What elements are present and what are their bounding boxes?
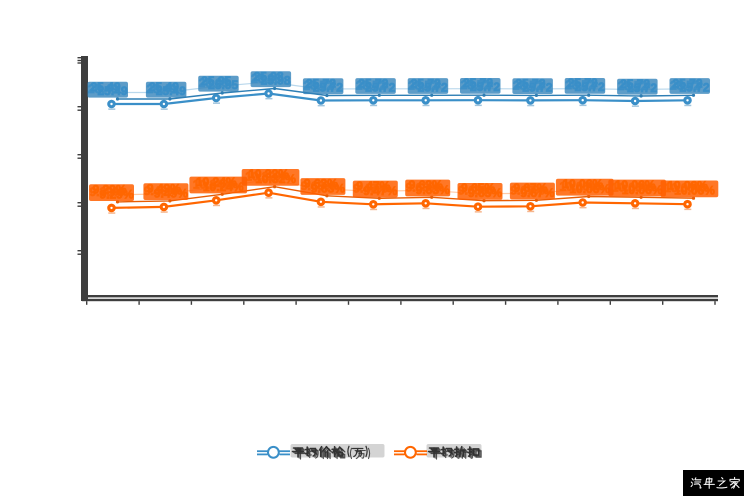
svg-text:9.63%: 9.63% xyxy=(311,181,345,195)
svg-text:9.29%: 9.29% xyxy=(89,185,123,199)
svg-text:10.24%: 10.24% xyxy=(193,177,234,191)
svg-text:25.98: 25.98 xyxy=(254,70,284,84)
svg-text:25.49: 25.49 xyxy=(146,82,176,96)
svg-text:9.65%: 9.65% xyxy=(458,184,492,198)
svg-text:25.98: 25.98 xyxy=(261,74,291,88)
svg-text:10.06%: 10.06% xyxy=(667,179,708,193)
svg-text:25.72: 25.72 xyxy=(418,80,448,94)
svg-text:10.06%: 10.06% xyxy=(562,177,603,191)
svg-text:25.72: 25.72 xyxy=(627,81,657,95)
svg-text:9.67%: 9.67% xyxy=(510,183,544,197)
svg-text:25.72: 25.72 xyxy=(620,77,650,91)
svg-text:10.32%: 10.32% xyxy=(245,170,286,184)
svg-text:10.06%: 10.06% xyxy=(569,182,610,196)
svg-text:25.95: 25.95 xyxy=(199,76,229,90)
svg-text:25.72: 25.72 xyxy=(670,78,700,92)
svg-text:9.67%: 9.67% xyxy=(520,186,554,200)
svg-text:9.29%: 9.29% xyxy=(99,187,133,201)
svg-text:10.06%: 10.06% xyxy=(622,183,663,197)
svg-text:10.06%: 10.06% xyxy=(615,178,656,192)
svg-text:25.72: 25.72 xyxy=(513,78,543,92)
svg-text:10.06%: 10.06% xyxy=(664,181,705,195)
svg-text:9.49%: 9.49% xyxy=(147,181,181,195)
svg-text:9.63%: 9.63% xyxy=(301,179,335,193)
svg-text:9.63%: 9.63% xyxy=(304,176,338,190)
svg-text:9.67%: 9.67% xyxy=(513,181,547,195)
svg-text:25.72: 25.72 xyxy=(313,81,343,95)
svg-text:25.72: 25.72 xyxy=(411,76,441,90)
svg-text:9.63%: 9.63% xyxy=(416,183,450,197)
svg-text:9.63%: 9.63% xyxy=(406,180,440,194)
svg-text:25.95: 25.95 xyxy=(201,74,231,88)
svg-text:10.32%: 10.32% xyxy=(255,172,296,186)
svg-text:10.24%: 10.24% xyxy=(203,180,244,194)
svg-text:25.72: 25.72 xyxy=(356,78,386,92)
svg-text:9.63%: 9.63% xyxy=(409,178,443,192)
svg-text:9.49%: 9.49% xyxy=(154,186,188,200)
svg-text:25.72: 25.72 xyxy=(365,80,395,94)
svg-text:25.72: 25.72 xyxy=(515,76,545,90)
svg-text:9.47%: 9.47% xyxy=(353,181,387,195)
svg-text:25.72: 25.72 xyxy=(463,76,493,90)
svg-text:9.29%: 9.29% xyxy=(92,182,126,196)
svg-text:25.72: 25.72 xyxy=(470,80,500,94)
svg-text:25.98: 25.98 xyxy=(251,72,281,86)
svg-text:25.72: 25.72 xyxy=(408,78,438,92)
svg-text:25.72: 25.72 xyxy=(565,78,595,92)
svg-text:25.72: 25.72 xyxy=(306,77,336,91)
svg-text:10.24%: 10.24% xyxy=(196,175,237,189)
svg-text:25.49: 25.49 xyxy=(97,84,127,98)
svg-text:9.47%: 9.47% xyxy=(356,179,390,193)
svg-text:25.72: 25.72 xyxy=(575,80,605,94)
svg-text:9.49%: 9.49% xyxy=(144,184,178,198)
svg-text:25.49: 25.49 xyxy=(88,82,118,96)
svg-text:25.72: 25.72 xyxy=(672,76,702,90)
svg-text:9.65%: 9.65% xyxy=(468,186,502,200)
svg-text:9.65%: 9.65% xyxy=(461,181,495,195)
svg-text:25.72: 25.72 xyxy=(568,76,598,90)
svg-text:10.06%: 10.06% xyxy=(674,184,715,198)
svg-text:25.72: 25.72 xyxy=(522,80,552,94)
svg-text:10.06%: 10.06% xyxy=(559,180,600,194)
svg-text:9.47%: 9.47% xyxy=(363,184,397,198)
svg-text:25.49: 25.49 xyxy=(149,80,179,94)
svg-text:25.72: 25.72 xyxy=(618,79,648,93)
svg-text:25.49: 25.49 xyxy=(90,80,120,94)
svg-text:25.72: 25.72 xyxy=(460,78,490,92)
svg-text:25.72: 25.72 xyxy=(303,79,333,93)
svg-text:25.72: 25.72 xyxy=(679,80,709,94)
svg-text:25.72: 25.72 xyxy=(358,76,388,90)
svg-text:10.32%: 10.32% xyxy=(248,167,289,181)
svg-text:10.06%: 10.06% xyxy=(612,180,653,194)
svg-text:25.49: 25.49 xyxy=(156,84,186,98)
svg-text:25.95: 25.95 xyxy=(208,78,238,92)
